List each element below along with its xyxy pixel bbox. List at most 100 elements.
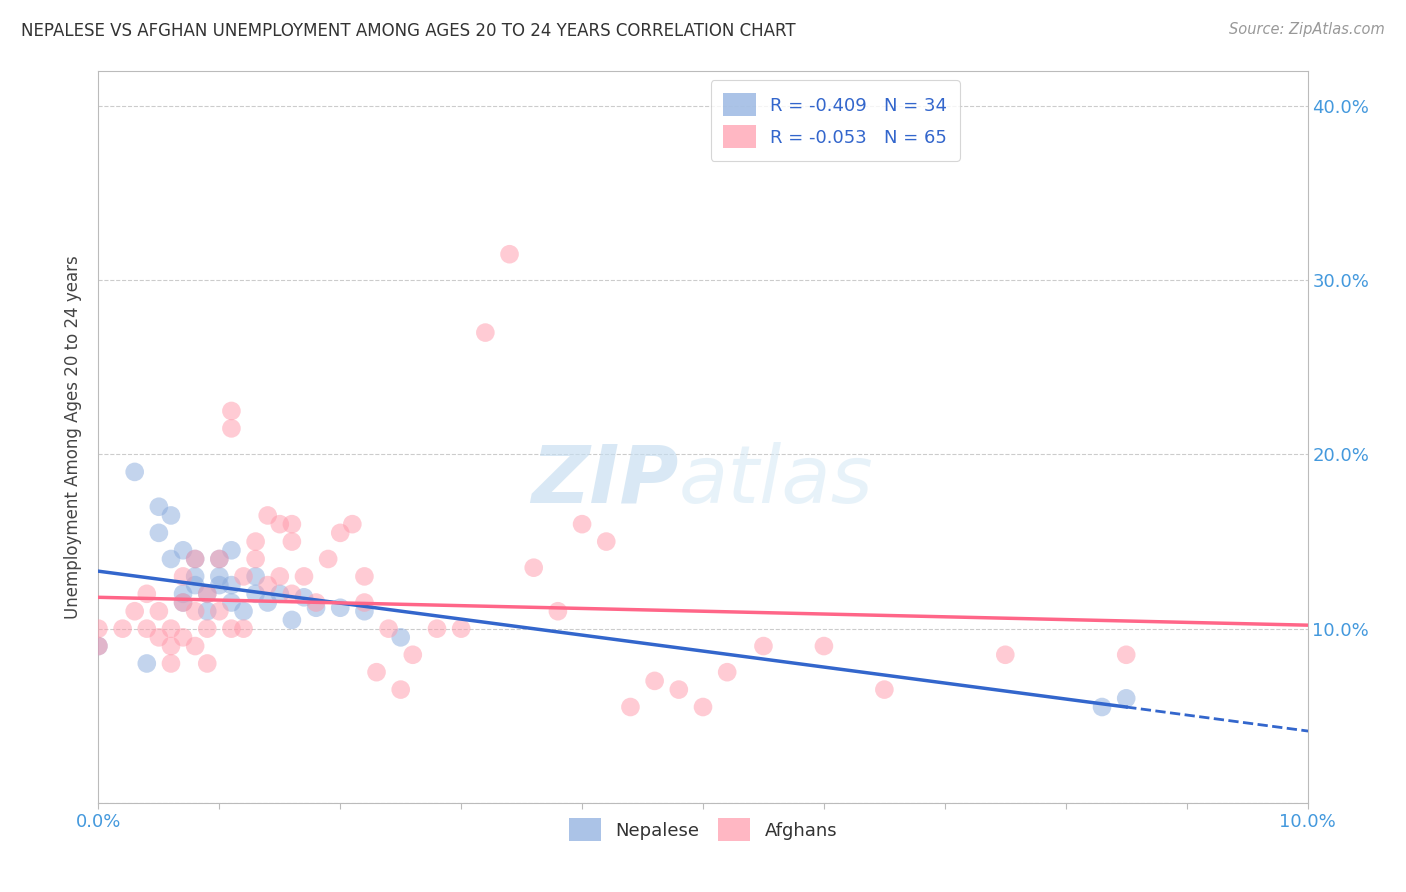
Point xyxy=(124,465,146,479)
Point xyxy=(281,587,304,601)
Point xyxy=(172,595,194,609)
Point xyxy=(172,595,194,609)
Point xyxy=(426,622,449,636)
Text: ZIP: ZIP xyxy=(531,442,679,520)
Point xyxy=(281,613,304,627)
Point xyxy=(221,578,243,592)
Point xyxy=(160,552,183,566)
Point xyxy=(269,517,291,532)
Point xyxy=(221,404,243,418)
Point xyxy=(135,657,157,671)
Point xyxy=(305,600,328,615)
Point xyxy=(208,552,231,566)
Point xyxy=(184,639,207,653)
Point xyxy=(172,543,194,558)
Point xyxy=(245,587,267,601)
Point xyxy=(353,569,375,583)
Point xyxy=(389,682,412,697)
Point xyxy=(668,682,690,697)
Point xyxy=(208,569,231,583)
Point xyxy=(329,525,352,540)
Point xyxy=(160,622,183,636)
Point xyxy=(160,508,183,523)
Point xyxy=(402,648,425,662)
Point xyxy=(813,639,835,653)
Point xyxy=(595,534,617,549)
Point xyxy=(208,578,231,592)
Point xyxy=(221,543,243,558)
Legend: Nepalese, Afghans: Nepalese, Afghans xyxy=(561,811,845,848)
Point xyxy=(184,552,207,566)
Point xyxy=(232,622,254,636)
Point xyxy=(87,639,110,653)
Point xyxy=(172,631,194,645)
Point xyxy=(195,587,218,601)
Point xyxy=(281,534,304,549)
Point xyxy=(124,604,146,618)
Point xyxy=(353,595,375,609)
Point xyxy=(184,552,207,566)
Point xyxy=(752,639,775,653)
Point xyxy=(329,600,352,615)
Point xyxy=(1091,700,1114,714)
Point xyxy=(160,639,183,653)
Point xyxy=(547,604,569,618)
Point xyxy=(195,657,218,671)
Point xyxy=(644,673,666,688)
Point xyxy=(716,665,738,680)
Point xyxy=(245,552,267,566)
Point xyxy=(450,622,472,636)
Point xyxy=(245,569,267,583)
Point xyxy=(135,587,157,601)
Point xyxy=(292,591,315,605)
Point xyxy=(1115,648,1137,662)
Y-axis label: Unemployment Among Ages 20 to 24 years: Unemployment Among Ages 20 to 24 years xyxy=(65,255,83,619)
Point xyxy=(208,604,231,618)
Point xyxy=(342,517,364,532)
Point xyxy=(474,326,496,340)
Point xyxy=(184,578,207,592)
Point xyxy=(208,552,231,566)
Point xyxy=(148,604,170,618)
Point xyxy=(184,569,207,583)
Point xyxy=(389,631,412,645)
Point xyxy=(148,525,170,540)
Point xyxy=(619,700,641,714)
Point xyxy=(232,604,254,618)
Point xyxy=(232,569,254,583)
Point xyxy=(195,622,218,636)
Point xyxy=(269,587,291,601)
Point xyxy=(377,622,399,636)
Point xyxy=(353,604,375,618)
Point xyxy=(281,517,304,532)
Point xyxy=(692,700,714,714)
Point xyxy=(245,534,267,549)
Point xyxy=(292,569,315,583)
Point xyxy=(571,517,593,532)
Point xyxy=(184,604,207,618)
Point xyxy=(256,578,278,592)
Point xyxy=(498,247,520,261)
Point xyxy=(148,631,170,645)
Point xyxy=(160,657,183,671)
Point xyxy=(873,682,896,697)
Point xyxy=(256,508,278,523)
Point xyxy=(148,500,170,514)
Point xyxy=(87,639,110,653)
Point xyxy=(172,587,194,601)
Point xyxy=(366,665,388,680)
Point xyxy=(305,595,328,609)
Point xyxy=(111,622,134,636)
Point xyxy=(221,622,243,636)
Point xyxy=(221,595,243,609)
Point xyxy=(256,595,278,609)
Point xyxy=(994,648,1017,662)
Point xyxy=(269,569,291,583)
Point xyxy=(316,552,339,566)
Text: atlas: atlas xyxy=(679,442,873,520)
Text: NEPALESE VS AFGHAN UNEMPLOYMENT AMONG AGES 20 TO 24 YEARS CORRELATION CHART: NEPALESE VS AFGHAN UNEMPLOYMENT AMONG AG… xyxy=(21,22,796,40)
Point xyxy=(523,560,546,574)
Point xyxy=(195,587,218,601)
Point xyxy=(195,604,218,618)
Point xyxy=(87,622,110,636)
